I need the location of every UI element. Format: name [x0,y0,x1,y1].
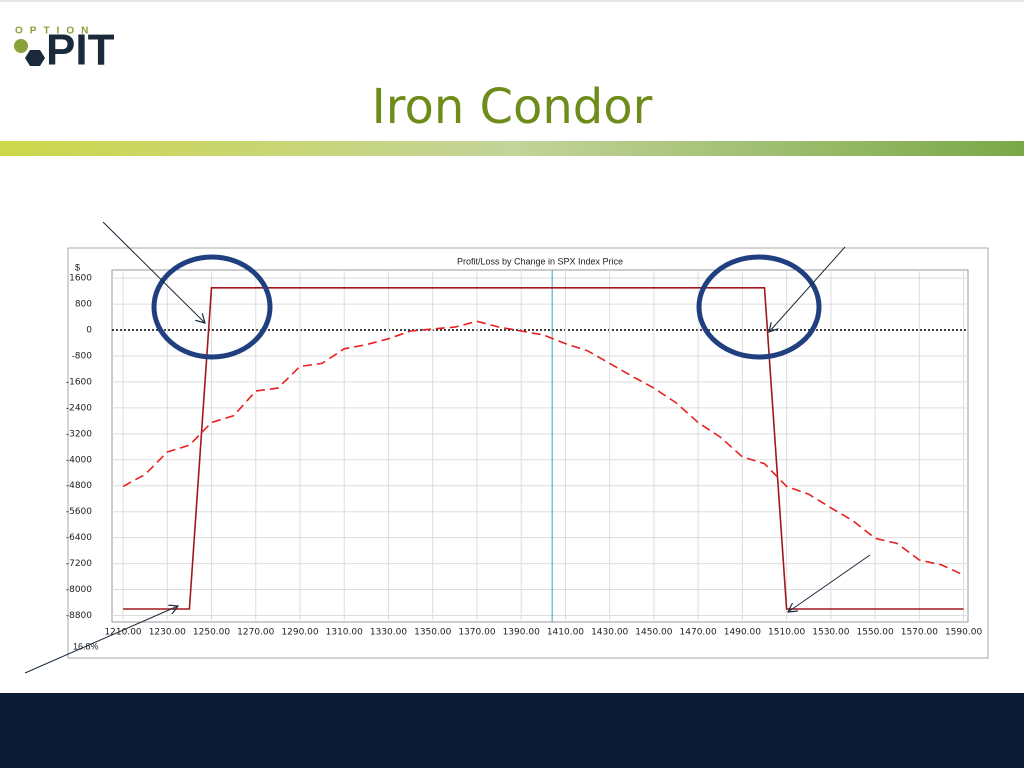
x-tick-label: 1350.00 [414,628,451,638]
annotations [24,221,871,674]
y-tick-label: -3200 [66,429,92,439]
logo-top: OPTION [15,26,95,37]
arrow [769,246,846,332]
y-tick-label: -8000 [66,585,92,595]
x-tick-label: 1450.00 [635,628,672,638]
y-tick-label: -6400 [66,533,92,543]
x-tick-label: 1590.00 [945,628,982,638]
x-tick-label: 1310.00 [326,628,363,638]
y-tick-label: -2400 [66,403,92,413]
logo-dot [14,39,28,53]
series-line [122,320,964,576]
chart-title: Profit/Loss by Change in SPX Index Price [457,256,623,266]
x-tick-label: 1470.00 [680,628,717,638]
y-tick-label: 1600 [69,274,92,284]
y-tick-label: -4800 [66,481,92,491]
x-tick-label: 1550.00 [856,628,893,638]
circle [151,254,273,360]
x-tick-label: 1510.00 [768,628,805,638]
x-tick-label: 1210.00 [104,628,141,638]
arrow [102,221,205,323]
x-tick-label: 1370.00 [458,628,495,638]
y-tick-label: -4000 [66,455,92,465]
y-tick-label: 0 [86,326,92,336]
chart: Profit/Loss by Change in SPX Index Price… [66,256,983,651]
y-tick-label: -5600 [66,507,92,517]
x-tick-label: 1410.00 [547,628,584,638]
x-tick-label: 1230.00 [149,628,186,638]
logo: OPTION PIT [14,26,115,75]
arrow [24,606,178,674]
x-tick-label: 1430.00 [591,628,628,638]
x-tick-label: 1270.00 [237,628,274,638]
y-tick-label: -800 [72,351,93,361]
logo-main: PIT [46,26,115,75]
x-tick-label: 1530.00 [812,628,849,638]
y-tick-label: -7200 [66,559,92,569]
x-tick-label: 1570.00 [901,628,938,638]
y-axis-label: $ [75,262,80,272]
y-tick-label: -8800 [66,611,92,621]
y-tick-label: -1600 [66,377,92,387]
header-band [0,141,1024,156]
footer-band [0,693,1024,768]
circle [696,254,822,360]
x-tick-label: 1390.00 [503,628,540,638]
x-tick-label: 1490.00 [724,628,761,638]
slide-title: Iron Condor [372,79,653,135]
x-tick-label: 1250.00 [193,628,230,638]
y-tick-label: 800 [75,300,92,310]
plot-area [111,269,969,623]
x-tick-label: 1330.00 [370,628,407,638]
arrow [788,554,871,612]
x-tick-label: 1290.00 [281,628,318,638]
logo-hex [25,50,45,66]
